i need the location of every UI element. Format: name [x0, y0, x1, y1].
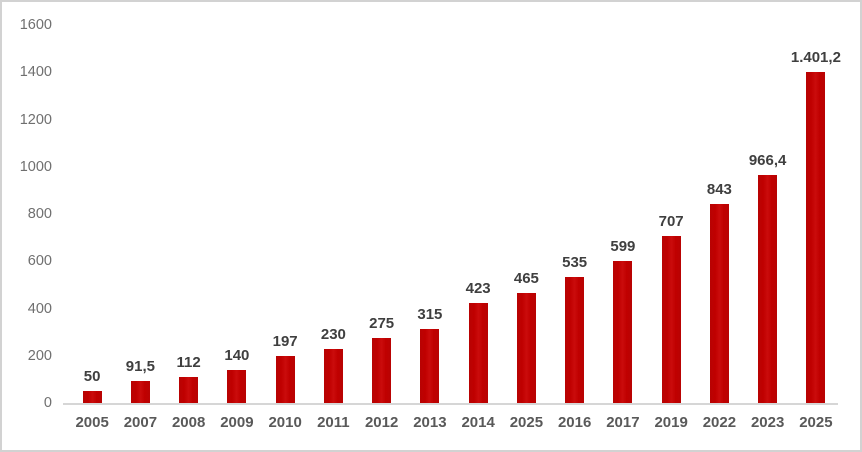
- bar-column: 1.401,2: [790, 49, 841, 403]
- bar: [130, 381, 150, 403]
- bar-value-label: 535: [562, 254, 588, 271]
- bars-plot-area: 50 91,5 112 140 197 230 275 315 423 465 535 599 707 8…: [68, 25, 841, 403]
- bar-column: 423: [454, 280, 502, 403]
- y-axis-tick-label: 1000: [19, 158, 52, 175]
- bar-value-label: 50: [83, 368, 101, 385]
- x-axis-tick-label: 2007: [123, 414, 158, 431]
- bar: [420, 329, 440, 403]
- x-axis-tick-label: 2017: [606, 414, 640, 431]
- bar-value-label: 843: [706, 181, 732, 198]
- x-axis-tick-label: 2011: [317, 414, 350, 431]
- bar-column: 140: [213, 347, 261, 403]
- bar: [372, 338, 392, 403]
- bar: [82, 391, 102, 403]
- bar-value-label: 423: [465, 280, 491, 297]
- x-axis-tick-label: 2013: [413, 414, 447, 431]
- bar: [709, 204, 729, 403]
- bar-column: 465: [502, 270, 550, 403]
- x-axis-tick-label: 2019: [654, 414, 688, 431]
- bar-value-label: 1.401,2: [790, 49, 841, 66]
- bar-column: 315: [406, 306, 454, 403]
- x-axis-tick-label: 2025: [509, 414, 544, 431]
- bar: [516, 293, 536, 403]
- bar: [806, 72, 826, 403]
- y-axis-tick-label: 1200: [19, 111, 52, 128]
- bar-column: 535: [551, 254, 599, 403]
- bar-column: 707: [647, 213, 695, 403]
- bar: [758, 175, 778, 403]
- bar: [565, 277, 585, 403]
- x-axis-tick-label: 2022: [702, 414, 737, 431]
- y-axis-tick-label: 1600: [19, 17, 52, 33]
- y-axis-tick-label: 400: [27, 300, 52, 317]
- bar-value-label: 315: [417, 306, 443, 323]
- bar-value-label: 140: [224, 347, 250, 364]
- bar: [613, 261, 633, 403]
- bar-value-label: 112: [176, 354, 201, 371]
- bar-column: 843: [695, 181, 743, 403]
- x-axis-tick-label: 2025: [799, 414, 833, 431]
- bar-value-label: 707: [658, 213, 684, 230]
- bar: [227, 370, 247, 403]
- x-axis-tick-label: 2016: [557, 414, 592, 431]
- x-axis-tick-label: 2005: [75, 414, 109, 431]
- x-axis-tick-label: 2008: [171, 414, 206, 431]
- x-axis-tick-label: 2009: [220, 414, 254, 431]
- bar-value-label: 465: [513, 270, 539, 287]
- y-axis-tick-label: 200: [27, 347, 52, 364]
- bar-column: 230: [309, 326, 357, 403]
- bar-value-label: 966,4: [748, 152, 787, 169]
- x-axis: 2005 2007 2008 2009 2010 2011 2012 2013 2014 2025…: [68, 413, 840, 433]
- x-axis-tick-label: 2023: [750, 414, 785, 431]
- bar: [323, 349, 343, 403]
- x-axis-tick-label: 2014: [461, 414, 495, 431]
- bar: [179, 377, 199, 403]
- bar-value-label: 275: [369, 315, 395, 332]
- bar: [275, 356, 295, 403]
- x-axis-tick-label: 2012: [364, 414, 399, 431]
- x-axis-line: [63, 403, 838, 405]
- bar-value-label: 197: [272, 333, 298, 350]
- y-axis-tick-label: 0: [43, 395, 52, 411]
- bar: [468, 303, 488, 403]
- bar-value-label: 599: [610, 238, 636, 255]
- y-axis-tick-label: 800: [27, 206, 52, 222]
- x-axis-tick-label: 2010: [268, 414, 302, 431]
- bar-column: 599: [599, 238, 647, 403]
- bar-column: 91,5: [116, 358, 164, 403]
- y-axis-tick-label: 1400: [19, 64, 52, 81]
- y-axis-tick-label: 600: [27, 253, 52, 270]
- bar: [661, 236, 681, 403]
- bar-value-label: 230: [320, 326, 346, 343]
- bar-column: 275: [358, 315, 406, 403]
- bar-column: 197: [261, 333, 309, 403]
- bar-column: 966,4: [744, 152, 792, 403]
- bar-column: 112: [165, 354, 213, 403]
- bar-column: 50: [68, 368, 116, 403]
- bar-value-label: 91,5: [125, 358, 155, 375]
